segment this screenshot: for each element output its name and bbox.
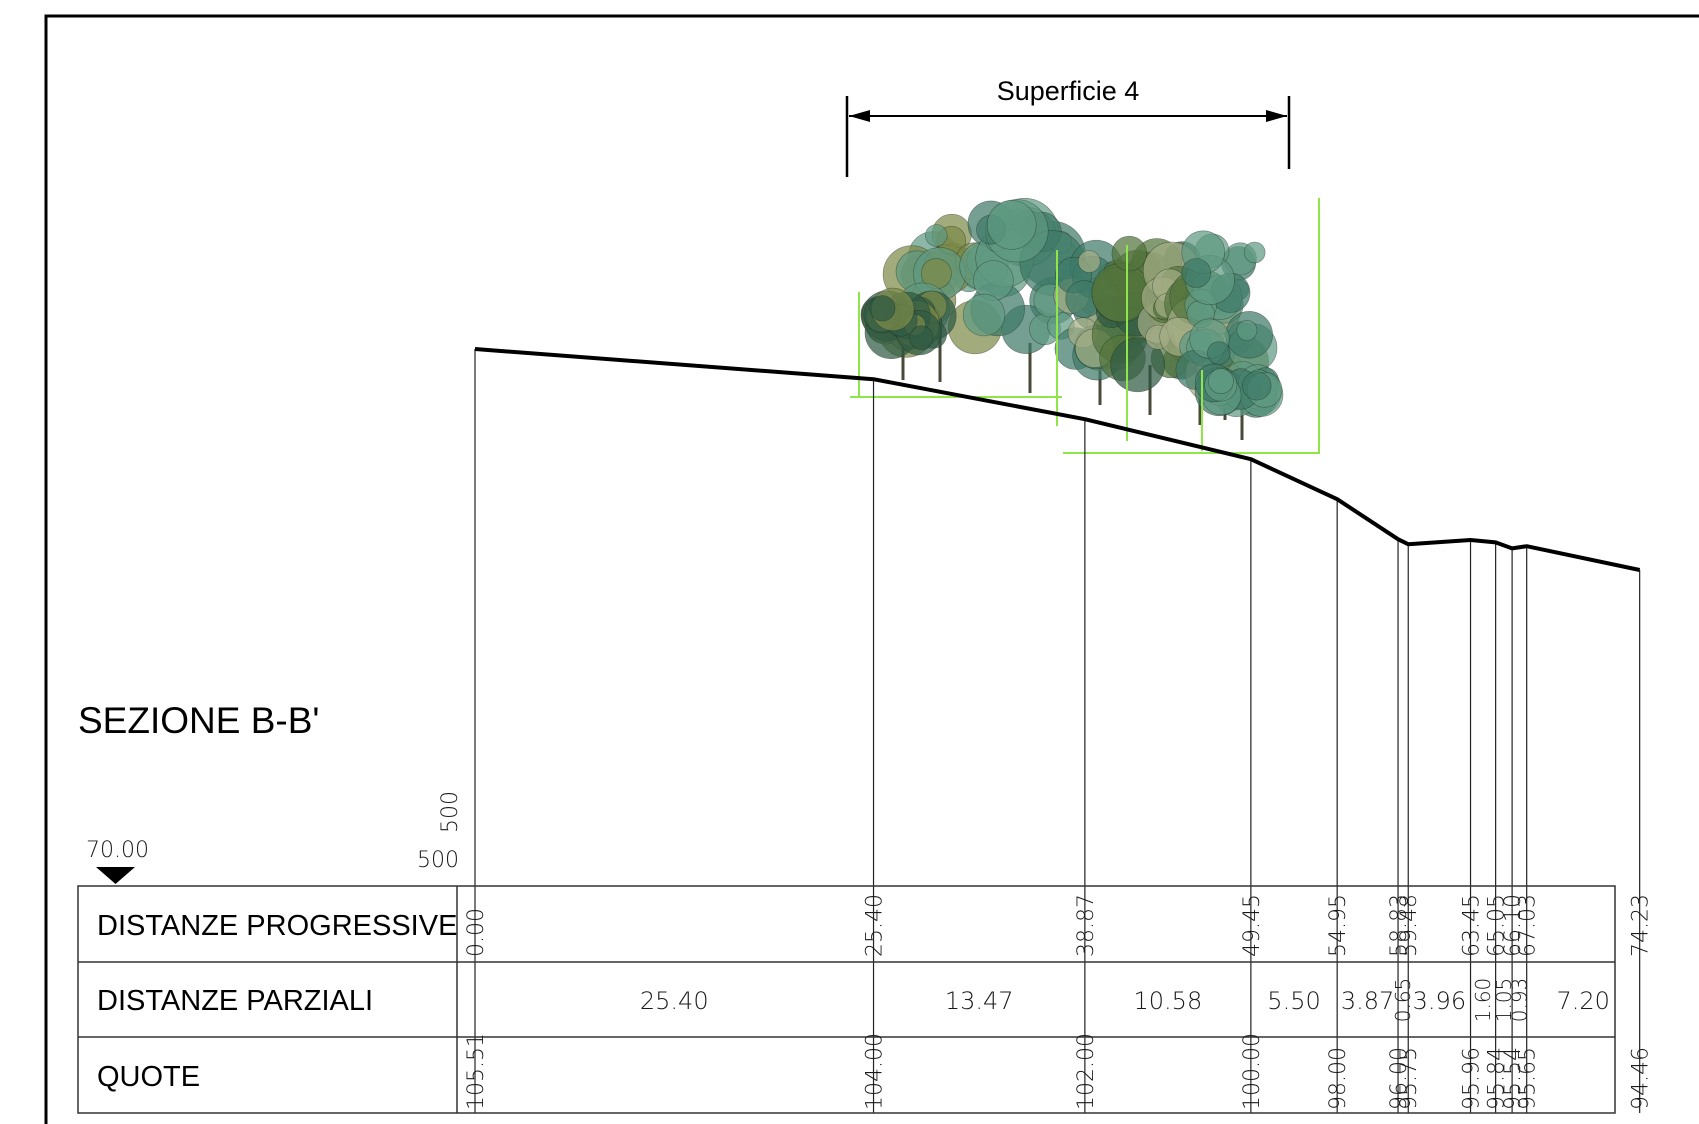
scale-vertical: 500 — [438, 791, 463, 833]
elevation-value: 95.75 — [1397, 1047, 1422, 1110]
progressive-value: 65.05 — [1485, 894, 1510, 957]
progressive-value: 59.48 — [1397, 894, 1422, 957]
section-title: SEZIONE B-B' — [78, 700, 319, 741]
partial-value: 0.93 — [1507, 978, 1531, 1023]
partial-value: 5.50 — [1267, 987, 1320, 1015]
span-label: Superficie 4 — [997, 76, 1140, 106]
partial-value: 3.96 — [1413, 987, 1466, 1015]
tree-icon — [860, 287, 957, 380]
progressive-value: 66.10 — [1501, 894, 1526, 957]
row-label-partial: DISTANZE PARZIALI — [97, 985, 373, 1017]
tree-icon — [1194, 361, 1284, 440]
progressive-value: 74.23 — [1629, 894, 1654, 957]
datum-marker-icon — [96, 867, 135, 884]
elevation-value: 95.65 — [1516, 1047, 1541, 1110]
vegetation — [860, 198, 1284, 440]
datum-label: 70.00 — [86, 838, 149, 863]
progressive-value: 58.83 — [1387, 894, 1412, 957]
scale-horizontal: 500 — [417, 848, 459, 873]
partial-value: 13.47 — [945, 987, 1014, 1015]
elevation-value: 95.54 — [1501, 1047, 1526, 1110]
progressive-value: 63.45 — [1460, 894, 1485, 957]
progressive-value: 0.00 — [464, 908, 489, 957]
elevation-value: 95.84 — [1485, 1047, 1510, 1110]
arrow-left-icon — [849, 110, 870, 122]
partial-value: 1.05 — [1492, 978, 1516, 1023]
partial-value: 25.40 — [640, 987, 709, 1015]
sheet-frame — [44, 14, 1699, 1124]
elevation-value: 98.00 — [1326, 1047, 1351, 1110]
elevation-value: 104.00 — [863, 1033, 888, 1110]
elevation-value: 102.00 — [1074, 1033, 1099, 1110]
row-label-progressive: DISTANZE PROGRESSIVE — [97, 910, 457, 942]
partial-value: 3.87 — [1341, 987, 1394, 1015]
ground-profile — [474, 347, 1641, 572]
progressive-value: 54.95 — [1326, 894, 1351, 957]
elevation-value: 96.00 — [1387, 1047, 1412, 1110]
partial-value: 10.58 — [1134, 987, 1203, 1015]
partial-value: 1.60 — [1471, 978, 1495, 1023]
partial-value: 0.65 — [1391, 978, 1415, 1023]
elevation-value: 95.96 — [1460, 1047, 1485, 1110]
progressive-value: 49.45 — [1240, 894, 1265, 957]
arrow-right-icon — [1266, 110, 1287, 122]
span-dimension: Superficie 4 — [845, 76, 1291, 177]
table-values: 0.00 105.51 25.40 104.00 38.87 102.00 49.45 100… — [464, 894, 1654, 1110]
partial-value: 7.20 — [1556, 987, 1609, 1015]
progressive-value: 25.40 — [863, 894, 888, 957]
progressive-value: 38.87 — [1074, 894, 1099, 957]
elevation-value: 94.46 — [1629, 1047, 1654, 1110]
elevation-value: 105.51 — [464, 1033, 489, 1110]
row-label-heights: QUOTE — [97, 1061, 200, 1093]
data-table — [77, 885, 1616, 1114]
tree-icon — [1175, 230, 1278, 420]
progressive-value: 67.03 — [1516, 894, 1541, 957]
survey-lines — [850, 198, 1320, 454]
elevation-value: 100.00 — [1240, 1033, 1265, 1110]
station-lines — [474, 349, 1641, 1113]
